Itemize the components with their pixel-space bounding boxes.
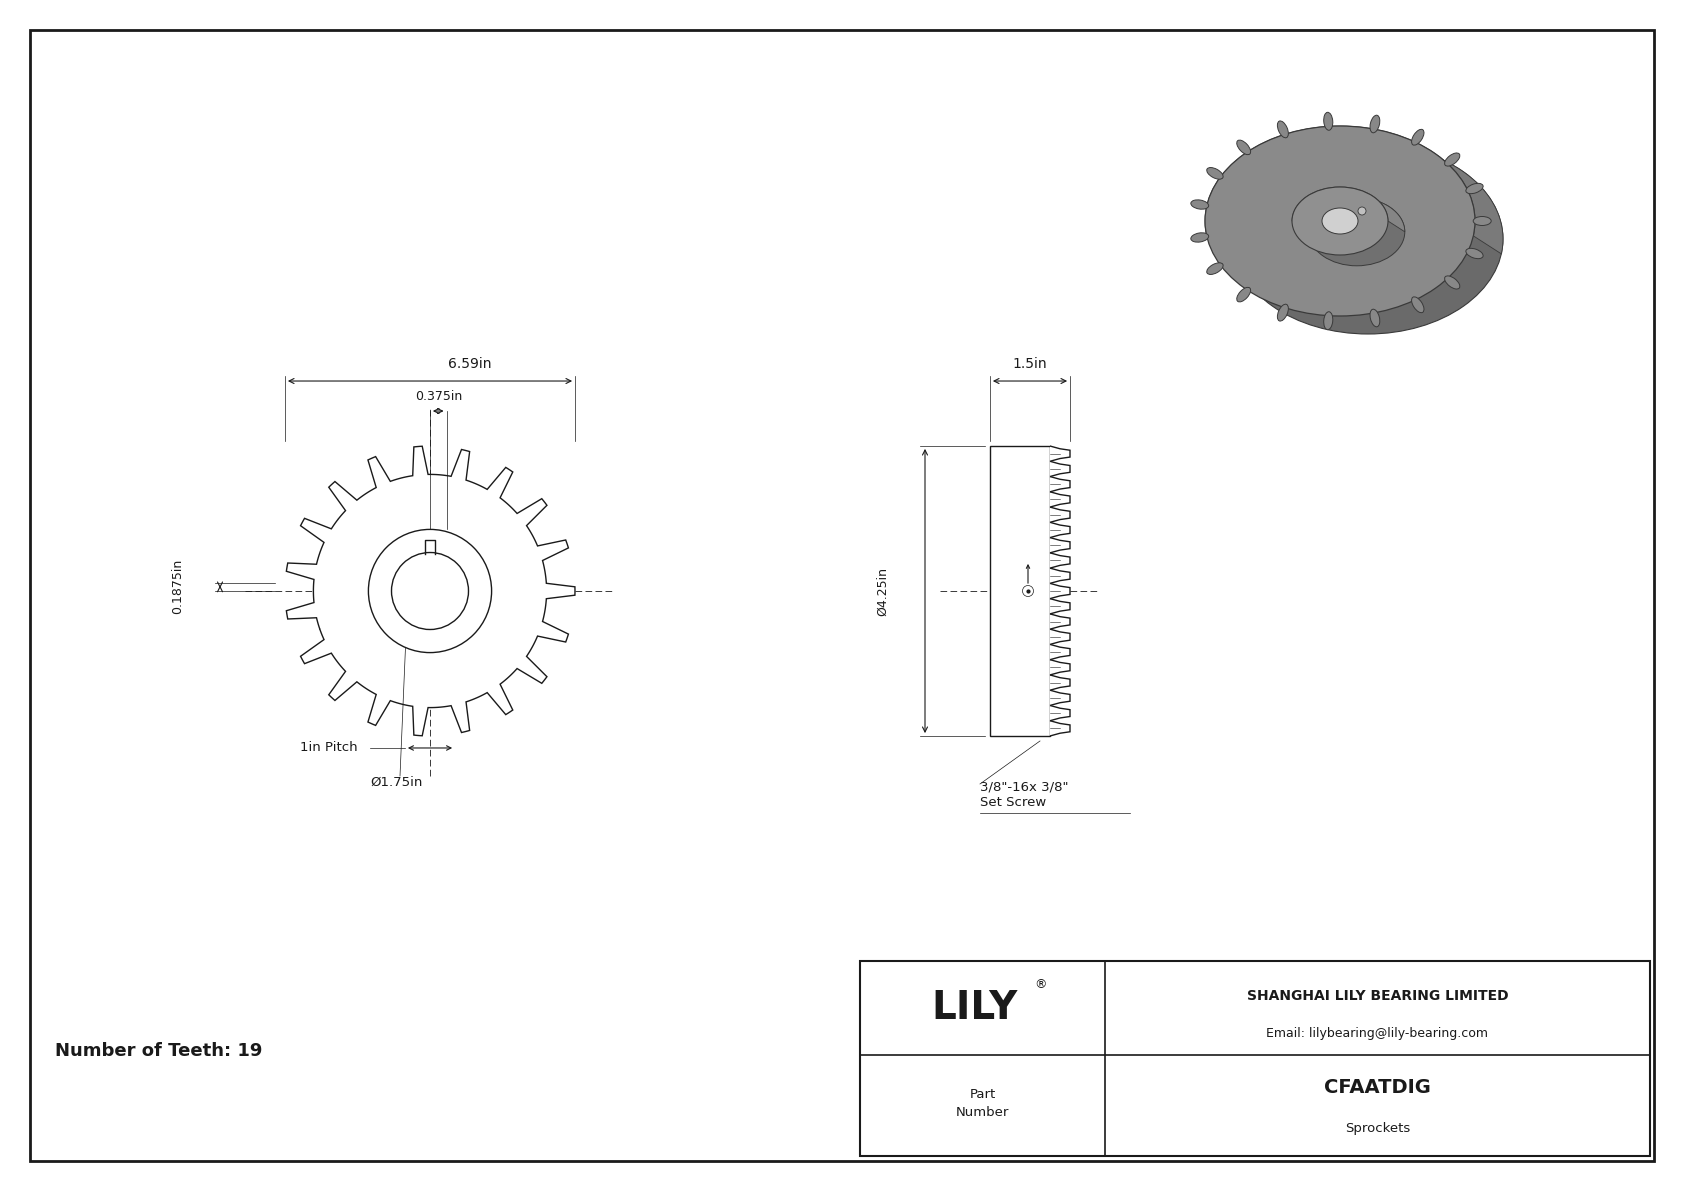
- Text: LILY: LILY: [931, 989, 1017, 1027]
- Ellipse shape: [1191, 232, 1209, 242]
- Polygon shape: [1051, 507, 1069, 523]
- Polygon shape: [1051, 461, 1069, 476]
- Circle shape: [369, 530, 492, 653]
- Bar: [861, 961, 1650, 1156]
- Polygon shape: [1051, 537, 1069, 553]
- Ellipse shape: [1191, 200, 1209, 210]
- Ellipse shape: [1445, 276, 1460, 289]
- Ellipse shape: [1278, 304, 1288, 322]
- Text: Number of Teeth: 19: Number of Teeth: 19: [56, 1042, 263, 1060]
- Bar: [990, 445, 1051, 736]
- Ellipse shape: [1445, 152, 1460, 166]
- Ellipse shape: [1206, 126, 1475, 316]
- Ellipse shape: [1207, 263, 1223, 274]
- Ellipse shape: [1236, 287, 1251, 301]
- Ellipse shape: [1465, 183, 1484, 194]
- Polygon shape: [1051, 613, 1069, 629]
- Text: SHANGHAI LILY BEARING LIMITED: SHANGHAI LILY BEARING LIMITED: [1246, 989, 1509, 1003]
- Ellipse shape: [1324, 312, 1332, 330]
- Circle shape: [391, 553, 468, 630]
- Text: 6.59in: 6.59in: [448, 357, 492, 372]
- Text: 1in Pitch: 1in Pitch: [300, 742, 357, 754]
- Ellipse shape: [1233, 144, 1504, 333]
- Text: 1.5in: 1.5in: [1012, 357, 1047, 372]
- Ellipse shape: [1371, 116, 1379, 132]
- Text: 0.375in: 0.375in: [414, 389, 461, 403]
- Polygon shape: [1051, 599, 1069, 613]
- Ellipse shape: [1474, 217, 1492, 225]
- Text: Part
Number: Part Number: [957, 1087, 1009, 1118]
- Text: CFAATDIG: CFAATDIG: [1324, 1078, 1431, 1097]
- Polygon shape: [1051, 568, 1069, 584]
- Polygon shape: [1051, 644, 1069, 660]
- Text: Sprockets: Sprockets: [1346, 1122, 1410, 1135]
- Ellipse shape: [1236, 141, 1251, 155]
- Text: Ø1.75in: Ø1.75in: [370, 777, 423, 788]
- Circle shape: [1357, 207, 1366, 216]
- Polygon shape: [286, 447, 574, 736]
- Polygon shape: [1051, 553, 1069, 568]
- Ellipse shape: [1207, 168, 1223, 179]
- Polygon shape: [1051, 660, 1069, 675]
- Ellipse shape: [1322, 208, 1357, 233]
- Circle shape: [1022, 586, 1034, 597]
- Ellipse shape: [1411, 297, 1425, 313]
- Polygon shape: [1051, 492, 1069, 507]
- Polygon shape: [1051, 691, 1069, 705]
- Text: ®: ®: [1034, 978, 1047, 991]
- Polygon shape: [1206, 126, 1504, 254]
- Ellipse shape: [1371, 310, 1379, 326]
- Ellipse shape: [1292, 187, 1388, 255]
- Text: Email: lilybearing@lily-bearing.com: Email: lilybearing@lily-bearing.com: [1266, 1027, 1489, 1040]
- Ellipse shape: [1324, 112, 1332, 130]
- Ellipse shape: [1411, 130, 1425, 145]
- Ellipse shape: [1278, 121, 1288, 138]
- Polygon shape: [1051, 721, 1069, 736]
- Polygon shape: [1051, 476, 1069, 492]
- Text: Ø4.25in: Ø4.25in: [876, 567, 889, 616]
- Polygon shape: [1051, 445, 1069, 461]
- Ellipse shape: [1465, 249, 1484, 258]
- Polygon shape: [1051, 523, 1069, 537]
- Text: 0.1875in: 0.1875in: [172, 560, 185, 615]
- Polygon shape: [1051, 705, 1069, 721]
- Polygon shape: [1051, 629, 1069, 644]
- Polygon shape: [1051, 584, 1069, 599]
- Text: 3/8"-16x 3/8"
Set Screw: 3/8"-16x 3/8" Set Screw: [980, 781, 1069, 809]
- Polygon shape: [1051, 675, 1069, 691]
- Ellipse shape: [1308, 198, 1404, 266]
- Polygon shape: [1292, 187, 1404, 232]
